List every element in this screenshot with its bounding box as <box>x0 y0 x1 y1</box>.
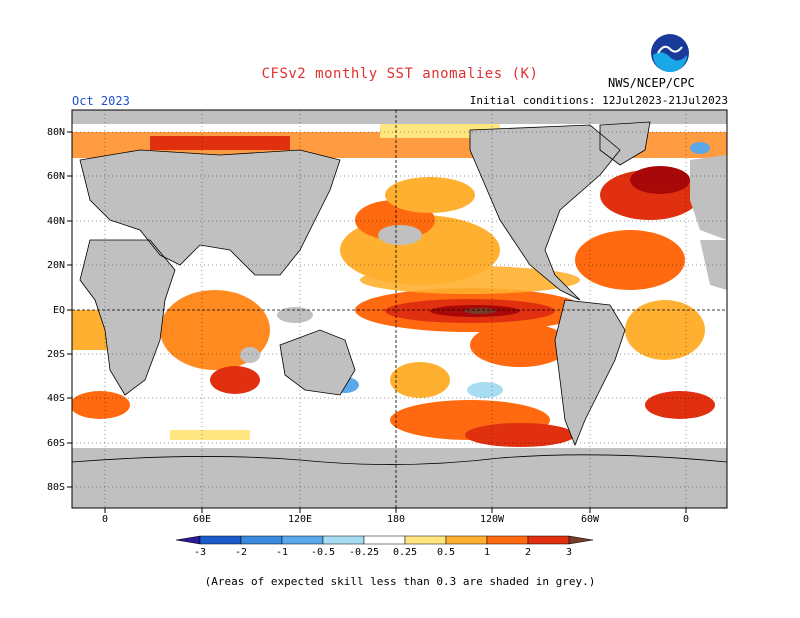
colorbar-swatch <box>281 535 324 545</box>
reference-lines <box>72 110 727 508</box>
colorbar-tick-label: -1 <box>276 547 288 558</box>
lat-label-20n: 20N <box>47 260 65 271</box>
colorbar-swatch <box>199 535 242 545</box>
lon-label-0-west: 0 <box>102 514 108 525</box>
colorbar-swatch <box>240 535 283 545</box>
lon-label-180: 180 <box>387 514 405 525</box>
lat-label-40s: 40S <box>47 393 65 404</box>
initial-conditions: Initial conditions: 12Jul2023-21Jul2023 <box>469 94 728 107</box>
colorbar-end-high <box>568 535 594 545</box>
colorbar-tick-label: 1 <box>484 547 490 558</box>
lon-label-60e: 60E <box>193 514 211 525</box>
lat-label-40n: 40N <box>47 216 65 227</box>
low-skill-mask <box>72 110 727 508</box>
lon-label-60w: 60W <box>581 514 600 525</box>
noaa-logo <box>650 33 690 73</box>
colorbar-tick-label: 0.25 <box>393 547 417 558</box>
colorbar-tick-label: 2 <box>525 547 531 558</box>
colorbar-tick-label: -0.5 <box>311 547 335 558</box>
lat-label-80n: 80N <box>47 127 65 138</box>
colorbar-tick-label: -0.25 <box>349 547 379 558</box>
lat-label-60n: 60N <box>47 171 65 182</box>
longitude-labels: 0 60E 120E 180 120W 60W 0 <box>102 514 689 525</box>
lat-label-eq: EQ <box>53 305 65 316</box>
colorbar-swatch <box>404 535 447 545</box>
coastlines <box>72 121 727 465</box>
colorbar-tick-label: -2 <box>235 547 247 558</box>
lat-label-60s: 60S <box>47 438 65 449</box>
lat-label-20s: 20S <box>47 349 65 360</box>
colorbar-tick-label: -3 <box>194 547 206 558</box>
colorbar-swatch <box>527 535 570 545</box>
colorbar-swatch <box>486 535 529 545</box>
lat-label-80s: 80S <box>47 482 65 493</box>
forecast-period: Oct 2023 <box>72 94 130 108</box>
agency-label: NWS/NCEP/CPC <box>608 76 695 90</box>
colorbar-tick-label: 3 <box>566 547 572 558</box>
colorbar-swatch <box>322 535 365 545</box>
lon-label-120w: 120W <box>480 514 505 525</box>
axis-ticks <box>67 131 687 513</box>
colorbar-swatch <box>445 535 488 545</box>
chart-title: CFSv2 monthly SST anomalies (K) <box>261 66 539 82</box>
latitude-labels: 80N 60N 40N 20N EQ 20S 40S 60S 80S <box>47 127 65 493</box>
lon-label-0-east: 0 <box>683 514 689 525</box>
colorbar-tick-label: 0.5 <box>437 547 455 558</box>
colorbar: -3 -2 -1 -0.5 -0.25 0.25 0.5 1 2 3 <box>175 535 594 558</box>
map-frame <box>71 109 728 509</box>
colorbar-end-low <box>175 535 201 545</box>
lon-label-120e: 120E <box>288 514 312 525</box>
colorbar-swatch <box>363 535 406 545</box>
skill-footnote: (Areas of expected skill less than 0.3 a… <box>204 575 596 588</box>
